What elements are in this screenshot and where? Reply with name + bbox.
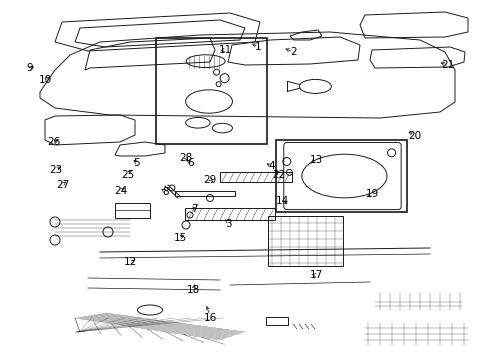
- Text: 13: 13: [309, 155, 323, 165]
- Text: 22: 22: [271, 170, 285, 180]
- Text: 5: 5: [133, 158, 140, 168]
- Text: 23: 23: [49, 165, 63, 175]
- Text: 28: 28: [179, 153, 192, 163]
- Text: 26: 26: [47, 137, 61, 147]
- Text: 3: 3: [225, 219, 232, 229]
- Text: 16: 16: [203, 312, 217, 323]
- Text: 6: 6: [187, 158, 194, 168]
- Bar: [220, 172, 291, 182]
- Text: 24: 24: [114, 186, 128, 196]
- Text: 19: 19: [365, 189, 379, 199]
- Text: 7: 7: [191, 204, 198, 214]
- Text: 29: 29: [203, 175, 217, 185]
- Text: 15: 15: [173, 233, 186, 243]
- Bar: [265, 317, 287, 325]
- Text: 4: 4: [267, 161, 274, 171]
- Bar: [184, 208, 274, 220]
- Text: 11: 11: [219, 45, 232, 55]
- Text: 20: 20: [407, 131, 420, 141]
- Bar: [267, 216, 342, 266]
- Text: 12: 12: [123, 257, 137, 267]
- Text: 9: 9: [26, 63, 33, 73]
- Bar: [175, 191, 235, 196]
- Text: 2: 2: [289, 47, 296, 57]
- Text: 8: 8: [162, 186, 168, 197]
- Text: 17: 17: [309, 270, 323, 280]
- Bar: [115, 203, 150, 218]
- Text: 10: 10: [39, 75, 51, 85]
- Bar: [155, 38, 266, 144]
- Text: 27: 27: [56, 180, 69, 190]
- Bar: [276, 140, 407, 212]
- Text: 14: 14: [275, 196, 289, 206]
- Text: 1: 1: [254, 42, 261, 52]
- Text: 25: 25: [121, 170, 135, 180]
- Text: 18: 18: [186, 285, 200, 295]
- Text: 21: 21: [440, 60, 453, 70]
